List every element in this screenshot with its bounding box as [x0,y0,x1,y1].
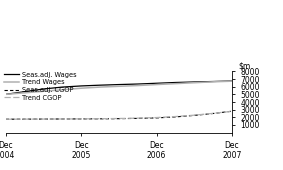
Seas.adj. Wages [230,80,234,82]
Trend Wages [117,85,121,87]
Seas.adj. Wages [80,85,83,87]
Trend Wages [23,92,26,94]
Text: $m: $m [238,62,251,71]
Seas.adj. CGOP [42,118,45,120]
Seas.adj. CGOP [193,114,196,116]
Trend CGOP [61,118,64,120]
Seas.adj. CGOP [230,110,234,112]
Seas.adj. CGOP [23,118,26,120]
Seas.adj. Wages [61,86,64,88]
Seas.adj. Wages [23,91,26,93]
Trend CGOP [136,117,140,119]
Line: Trend Wages: Trend Wages [6,81,232,94]
Seas.adj. Wages [193,81,196,83]
Seas.adj. CGOP [61,118,64,120]
Trend CGOP [4,118,7,120]
Trend Wages [230,80,234,82]
Seas.adj. Wages [117,83,121,86]
Seas.adj. Wages [174,81,177,83]
Trend CGOP [174,116,177,118]
Trend CGOP [98,118,102,120]
Trend Wages [98,86,102,88]
Seas.adj. Wages [42,88,45,90]
Seas.adj. Wages [155,82,158,84]
Seas.adj. CGOP [4,118,7,120]
Trend CGOP [211,112,215,114]
Seas.adj. Wages [211,80,215,82]
Trend Wages [61,89,64,91]
Trend CGOP [23,118,26,120]
Trend CGOP [193,114,196,116]
Trend Wages [155,83,158,86]
Seas.adj. Wages [98,84,102,86]
Legend: Seas.adj. Wages, Trend Wages, Seas.adj. CGOP, Trend CGOP: Seas.adj. Wages, Trend Wages, Seas.adj. … [5,72,76,101]
Line: Seas.adj. CGOP: Seas.adj. CGOP [6,111,232,119]
Trend Wages [174,83,177,85]
Trend Wages [211,81,215,83]
Seas.adj. CGOP [136,117,140,119]
Trend CGOP [80,118,83,120]
Trend CGOP [230,110,234,112]
Seas.adj. CGOP [174,116,177,118]
Seas.adj. CGOP [98,118,102,120]
Line: Trend CGOP: Trend CGOP [6,111,232,119]
Trend Wages [4,93,7,95]
Line: Seas.adj. Wages: Seas.adj. Wages [6,81,232,94]
Trend Wages [80,87,83,89]
Seas.adj. CGOP [155,117,158,119]
Trend CGOP [42,118,45,120]
Seas.adj. Wages [4,93,7,95]
Trend CGOP [155,116,158,118]
Trend Wages [136,84,140,87]
Trend CGOP [117,117,121,120]
Trend Wages [42,90,45,92]
Seas.adj. Wages [136,83,140,85]
Seas.adj. CGOP [80,118,83,120]
Seas.adj. CGOP [117,118,121,120]
Seas.adj. CGOP [211,113,215,115]
Trend Wages [193,82,196,84]
